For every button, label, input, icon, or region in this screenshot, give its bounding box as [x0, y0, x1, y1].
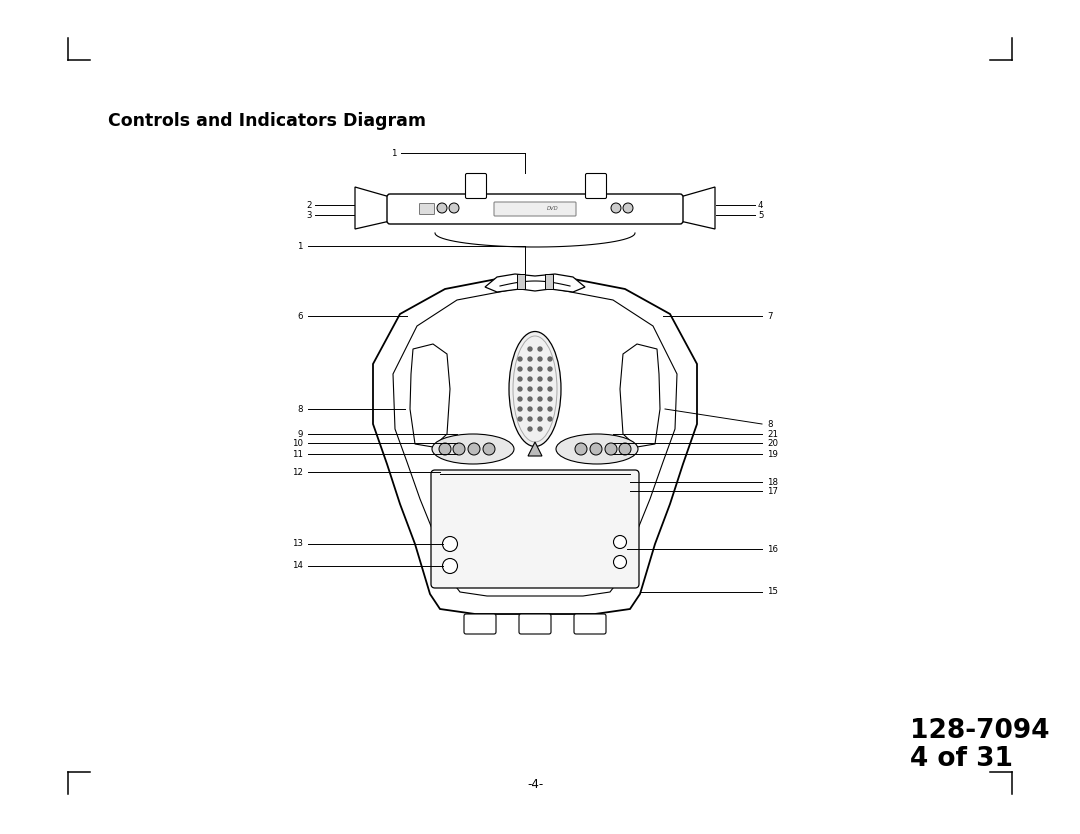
- FancyBboxPatch shape: [585, 173, 607, 198]
- Circle shape: [538, 407, 542, 411]
- Circle shape: [528, 387, 532, 391]
- Circle shape: [528, 427, 532, 431]
- Text: 19: 19: [767, 450, 778, 459]
- Circle shape: [548, 377, 552, 381]
- Bar: [517, 274, 525, 289]
- Text: 3: 3: [307, 210, 312, 219]
- Ellipse shape: [432, 434, 514, 464]
- Circle shape: [483, 443, 495, 455]
- Text: 8: 8: [297, 404, 303, 414]
- Circle shape: [538, 367, 542, 371]
- Ellipse shape: [509, 331, 561, 446]
- Circle shape: [590, 443, 602, 455]
- Text: 10: 10: [292, 439, 303, 448]
- Circle shape: [518, 397, 522, 401]
- Text: 4 of 31: 4 of 31: [910, 746, 1013, 772]
- Polygon shape: [528, 442, 542, 456]
- Circle shape: [528, 407, 532, 411]
- Text: 4: 4: [758, 200, 764, 209]
- Circle shape: [613, 535, 626, 549]
- Text: -4-: -4-: [527, 777, 543, 791]
- Circle shape: [538, 347, 542, 351]
- Text: 13: 13: [292, 540, 303, 549]
- Text: 5: 5: [758, 210, 764, 219]
- Text: 20: 20: [767, 439, 778, 448]
- Circle shape: [528, 357, 532, 361]
- Polygon shape: [373, 277, 697, 614]
- Circle shape: [518, 357, 522, 361]
- Circle shape: [528, 367, 532, 371]
- Text: 16: 16: [767, 545, 778, 554]
- FancyBboxPatch shape: [465, 173, 486, 198]
- Polygon shape: [393, 289, 677, 596]
- Ellipse shape: [513, 336, 557, 442]
- Circle shape: [518, 417, 522, 421]
- Text: 7: 7: [767, 312, 772, 320]
- Polygon shape: [620, 344, 660, 447]
- Circle shape: [538, 357, 542, 361]
- Circle shape: [613, 555, 626, 569]
- Text: 2: 2: [307, 200, 312, 209]
- Bar: [545, 274, 553, 289]
- FancyBboxPatch shape: [387, 194, 683, 224]
- Text: 11: 11: [292, 450, 303, 459]
- Circle shape: [548, 397, 552, 401]
- FancyBboxPatch shape: [464, 614, 496, 634]
- Text: 14: 14: [292, 561, 303, 570]
- Text: 128-7094: 128-7094: [910, 718, 1050, 744]
- Text: 18: 18: [767, 478, 778, 486]
- Circle shape: [538, 387, 542, 391]
- FancyBboxPatch shape: [494, 202, 576, 216]
- Polygon shape: [680, 187, 715, 229]
- Text: 12: 12: [292, 468, 303, 476]
- Text: 17: 17: [767, 486, 778, 495]
- Circle shape: [623, 203, 633, 213]
- Circle shape: [518, 387, 522, 391]
- Circle shape: [518, 407, 522, 411]
- Circle shape: [548, 367, 552, 371]
- Circle shape: [575, 443, 588, 455]
- Circle shape: [443, 559, 458, 574]
- Polygon shape: [485, 274, 585, 292]
- Circle shape: [611, 203, 621, 213]
- Circle shape: [438, 443, 451, 455]
- Circle shape: [528, 417, 532, 421]
- Circle shape: [453, 443, 465, 455]
- Text: 1: 1: [391, 148, 397, 158]
- Circle shape: [443, 536, 458, 551]
- Circle shape: [437, 203, 447, 213]
- Circle shape: [619, 443, 631, 455]
- Circle shape: [548, 357, 552, 361]
- Circle shape: [538, 417, 542, 421]
- Ellipse shape: [556, 434, 638, 464]
- Circle shape: [528, 377, 532, 381]
- Circle shape: [449, 203, 459, 213]
- Circle shape: [548, 407, 552, 411]
- Circle shape: [468, 443, 480, 455]
- Circle shape: [528, 397, 532, 401]
- FancyBboxPatch shape: [419, 203, 434, 214]
- Text: 15: 15: [767, 587, 778, 596]
- Circle shape: [528, 347, 532, 351]
- Circle shape: [518, 377, 522, 381]
- Polygon shape: [410, 344, 450, 447]
- Text: Controls and Indicators Diagram: Controls and Indicators Diagram: [108, 112, 426, 130]
- Text: 6: 6: [297, 312, 303, 320]
- FancyBboxPatch shape: [431, 470, 639, 588]
- Text: 1: 1: [297, 242, 303, 250]
- Text: 9: 9: [298, 430, 303, 439]
- Circle shape: [538, 397, 542, 401]
- FancyBboxPatch shape: [519, 614, 551, 634]
- Circle shape: [538, 377, 542, 381]
- Circle shape: [548, 417, 552, 421]
- Circle shape: [518, 367, 522, 371]
- Text: 21: 21: [767, 430, 778, 439]
- Text: 8: 8: [767, 420, 772, 429]
- Polygon shape: [355, 187, 390, 229]
- FancyBboxPatch shape: [573, 614, 606, 634]
- Circle shape: [538, 427, 542, 431]
- Text: DVD: DVD: [548, 205, 558, 210]
- Circle shape: [605, 443, 617, 455]
- Circle shape: [548, 387, 552, 391]
